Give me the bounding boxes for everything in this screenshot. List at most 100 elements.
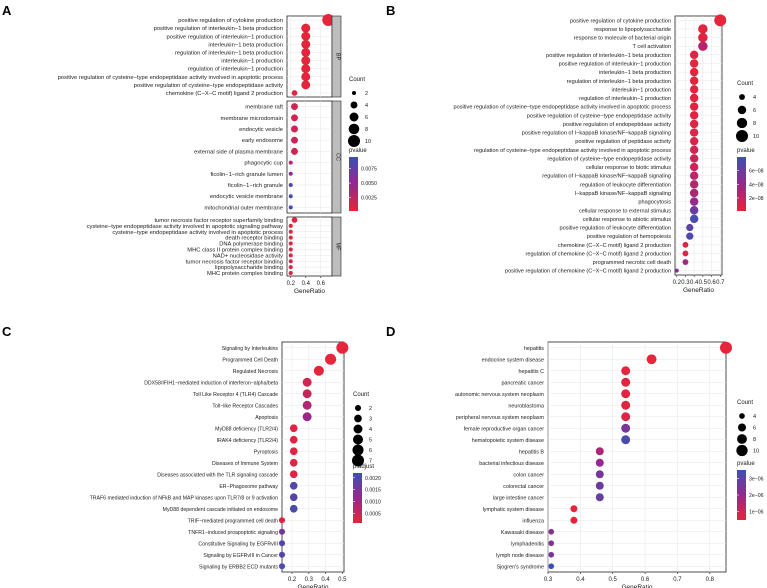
panel-b-data-point — [689, 188, 699, 198]
panel-b-data-point — [689, 180, 699, 189]
panel-a-facet-strip — [331, 216, 342, 277]
panel-a-colorbar-label: 0.0050 — [361, 181, 377, 187]
panel-b-data-point — [682, 259, 689, 265]
panel-c-plot-frame — [281, 341, 345, 573]
panel-b-x-tick-label: 0.3 — [681, 280, 690, 286]
panel-b-term-label: cellular response to external stimulus — [579, 208, 671, 214]
panel-b-data-point — [682, 241, 689, 248]
panel-a-term-label: tumor necrosis factor receptor binding — [186, 259, 283, 265]
panel-d-x-tick-label: 0.7 — [673, 577, 682, 583]
panel-c-term-label: Pyroptosis — [254, 449, 279, 455]
panel-c-colorbar-label: 0.0010 — [365, 500, 381, 506]
panel-b-data-point — [689, 50, 699, 60]
panel-d-term-label: female reproductive organ cancer — [464, 426, 545, 432]
panel-d-term-label: lymph node disease — [496, 553, 544, 559]
panel-a-term-label: positive regulation of cysteine−type end… — [58, 75, 284, 81]
panel-a-facet-strip — [331, 15, 342, 98]
panel-b-size-legend-label: 8 — [753, 121, 756, 127]
panel-c-data-point — [289, 424, 298, 433]
panel-a-term-label: regulation of interleukin−1 beta product… — [175, 50, 283, 56]
panel-a-data-point — [288, 265, 293, 270]
panel-a-data-point — [301, 56, 311, 66]
panel-c-term-label: Diseases of Immune System — [212, 461, 278, 467]
panel-d-term-label: pancreatic cancer — [501, 380, 544, 386]
panel-c-x-axis-title: GeneRatio — [297, 584, 328, 588]
panel-d-term-label: hepatitis — [524, 346, 544, 352]
panel-c-size-legend-title: Count — [353, 392, 369, 398]
panel-d-data-point — [595, 470, 604, 479]
panel-a-term-label: endocytic vesicle membrane — [210, 194, 283, 200]
panel-c-data-point — [313, 365, 324, 376]
panel-d-data-point — [621, 377, 631, 387]
panel-b-term-label: positive regulation of cytokine producti… — [570, 18, 671, 24]
panel-a-data-point — [291, 147, 298, 155]
panel-a-term-label: positive regulation of cytokine producti… — [178, 18, 283, 24]
panel-d-term-label: endocrine system disease — [482, 357, 544, 363]
panel-b-size-legend-label: 10 — [753, 134, 759, 140]
panel-c-size-legend-dot — [354, 414, 362, 423]
panel-d-size-legend-title: Count — [737, 400, 753, 406]
panel-a-term-label: interleukin−1 beta production — [208, 42, 283, 48]
panel-a-term-label: ficolin−1−rich granule lumen — [210, 172, 283, 178]
panel-c-data-point — [289, 447, 298, 456]
panel-d-data-point — [621, 423, 631, 433]
panel-c-size-legend-label: 7 — [369, 459, 372, 465]
panel-d-data-point — [621, 435, 631, 445]
panel-a-size-legend-dot — [348, 123, 360, 135]
panel-a-plot: positive regulation of cytokine producti… — [58, 14, 377, 295]
panel-d-size-legend-dot — [739, 413, 745, 419]
panel-d-colorbar-label: 1e−06 — [749, 510, 764, 516]
panel-d-x-tick-label: 0.4 — [576, 577, 585, 583]
panel-b-term-label: T cell activation — [633, 44, 671, 50]
panel-c-data-point — [289, 458, 298, 467]
panel-c-term-label: TNFR1−induced proapoptotic signaling — [188, 530, 278, 536]
panel-d-data-point — [595, 481, 604, 490]
panel-b-data-point — [686, 223, 694, 232]
panel-b-term-label: positive regulation of hemopoiesis — [587, 234, 671, 240]
panel-b-term-label: positive regulation of leukocyte differe… — [559, 226, 671, 232]
panel-b-data-point — [698, 24, 708, 34]
panel-c-term-label: Signaling by ERBB2 ECD mutants — [199, 564, 278, 570]
panel-c-data-point — [302, 400, 312, 410]
panel-b-x-tick-label: 0.2 — [673, 280, 682, 286]
panel-b-colorbar-label: 2e−08 — [749, 196, 764, 202]
panel-c-size-legend-label: 2 — [369, 406, 372, 412]
panel-d-term-label: autonomic nervous system neoplasm — [455, 392, 544, 398]
panel-c-size-legend-dot — [352, 444, 364, 456]
panel-b-term-label: positive regulation of cysteine−type end… — [527, 113, 671, 119]
panel-b-data-point — [686, 232, 694, 240]
panel-a-data-point — [288, 229, 293, 234]
panel-c-data-point — [289, 493, 298, 502]
panel-b-data-point — [689, 59, 699, 68]
panel-c-term-label: Programmed Cell Death — [222, 357, 278, 363]
panel-a-term-label: membrane raft — [245, 105, 283, 111]
panel-b-colorbar — [737, 157, 746, 211]
panel-b-x-tick-label: 0.4 — [690, 280, 699, 286]
panel-a-term-label: regulation of interleukin−1 production — [188, 67, 283, 73]
panel-a-term-label: death receptor binding — [225, 236, 283, 242]
panel-a-term-label: tumor necrosis factor receptor superfami… — [154, 218, 283, 224]
panel-c-colorbar — [353, 473, 362, 523]
panel-d-term-label: neuroblastoma — [508, 403, 544, 409]
panel-b-term-label: regulation of I−kappaB kinase/NF−kappaB … — [542, 174, 671, 180]
panel-b-term-label: regulation of cysteine−type endopeptidas… — [547, 156, 671, 162]
panel-b-term-label: cellular response to biotic stimulus — [586, 165, 671, 171]
panel-a-x-tick-label: 0.6 — [317, 281, 326, 287]
panel-c-data-point — [278, 517, 286, 524]
panel-b-term-label: regulation of interleukin−1 beta product… — [567, 79, 671, 85]
panel-b-term-label: positive regulation of peptidase activit… — [575, 139, 671, 145]
panel-c-term-label: TRIF−mediated programmed cell death — [188, 518, 279, 524]
panel-b-data-point — [689, 102, 699, 111]
panel-b-data-point — [689, 206, 699, 215]
panel-b-colorbar-label: 4e−08 — [749, 182, 764, 188]
panel-a-size-legend-dot — [352, 91, 356, 95]
panel-b-size-legend-label: 6 — [753, 108, 756, 114]
panel-d-term-label: large intestine cancer — [493, 495, 544, 501]
panel-c-term-label: TRAF6 mediated induction of NFkB and MAP… — [90, 495, 279, 501]
panel-a-x-tick-label: 0.2 — [287, 281, 296, 287]
panel-c-data-point — [289, 435, 298, 444]
panel-d-data-point — [570, 505, 578, 513]
panel-b-term-label: positive regulation of I−kappaB kinase/N… — [522, 131, 671, 137]
panel-c-size-legend-label: 4 — [369, 427, 372, 433]
panel-d-plot-frame — [547, 341, 727, 573]
